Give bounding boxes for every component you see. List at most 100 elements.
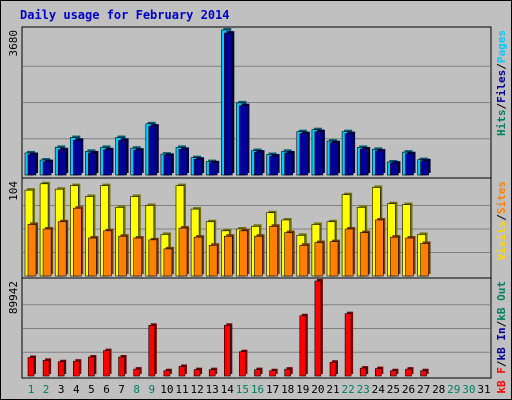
bar-kbytes-day-17 bbox=[269, 368, 278, 377]
x-tick-day-28: 28 bbox=[432, 383, 445, 396]
x-tick-day-8: 8 bbox=[133, 383, 140, 396]
bar-files-day-26 bbox=[405, 151, 416, 176]
bar-files-day-2 bbox=[42, 159, 54, 176]
bar-files-day-18 bbox=[284, 150, 295, 176]
x-tick-day-4: 4 bbox=[73, 383, 80, 396]
bar-kbytes-day-24 bbox=[374, 366, 384, 377]
bar-files-day-11 bbox=[178, 147, 189, 176]
bar-sites-day-12 bbox=[193, 235, 205, 277]
x-tick-day-12: 12 bbox=[190, 383, 203, 396]
bar-kbytes-day-25 bbox=[390, 368, 399, 377]
bar-kbytes-day-4 bbox=[73, 359, 82, 377]
bar-files-day-14 bbox=[224, 31, 235, 176]
bar-sites-day-7 bbox=[118, 234, 129, 277]
bar-sites-day-10 bbox=[163, 246, 174, 277]
bar-sites-day-8 bbox=[133, 236, 144, 277]
x-tick-day-24: 24 bbox=[372, 383, 386, 396]
x-tick-day-25: 25 bbox=[387, 383, 400, 396]
bar-sites-day-24 bbox=[374, 217, 386, 277]
bar-kbytes-day-10 bbox=[163, 368, 172, 377]
legend-entry: / bbox=[495, 360, 508, 367]
bar-files-day-20 bbox=[314, 129, 325, 176]
legend-entry: kB Out bbox=[495, 281, 508, 321]
legend-entry: / bbox=[495, 63, 508, 70]
bar-kbytes-day-20 bbox=[314, 279, 323, 377]
bar-kbytes-day-2 bbox=[42, 358, 52, 377]
x-tick-day-23: 23 bbox=[357, 383, 370, 396]
x-tick-day-18: 18 bbox=[281, 383, 294, 396]
x-tick-day-16: 16 bbox=[251, 383, 264, 396]
bar-kbytes-day-21 bbox=[329, 360, 338, 377]
bar-sites-day-25 bbox=[390, 235, 401, 277]
bar-files-day-27 bbox=[420, 158, 431, 176]
bar-sites-day-21 bbox=[329, 239, 340, 277]
bar-kbytes-day-9 bbox=[148, 323, 157, 377]
bar-sites-day-22 bbox=[344, 227, 356, 277]
x-tick-day-22: 22 bbox=[341, 383, 354, 396]
x-tick-day-1: 1 bbox=[28, 383, 35, 396]
bar-sites-day-20 bbox=[314, 240, 325, 277]
x-tick-day-29: 29 bbox=[447, 383, 460, 396]
bar-sites-day-11 bbox=[178, 226, 189, 277]
bar-kbytes-day-6 bbox=[103, 348, 112, 377]
panel-max-label: 89942 bbox=[7, 281, 20, 314]
panel-max-label: 104 bbox=[7, 181, 20, 201]
bar-sites-day-5 bbox=[88, 236, 99, 277]
bar-files-day-8 bbox=[133, 148, 144, 176]
bar-sites-day-16 bbox=[254, 234, 265, 277]
x-tick-day-17: 17 bbox=[266, 383, 279, 396]
bar-sites-day-17 bbox=[269, 224, 280, 277]
x-tick-day-2: 2 bbox=[43, 383, 50, 396]
bar-sites-day-23 bbox=[359, 230, 371, 277]
bar-files-day-9 bbox=[148, 124, 159, 176]
bar-files-day-5 bbox=[88, 150, 99, 176]
bar-kbytes-day-19 bbox=[299, 313, 308, 377]
bar-files-day-7 bbox=[118, 138, 129, 176]
bar-kbytes-day-13 bbox=[208, 367, 218, 377]
legend-entry: / bbox=[495, 214, 508, 221]
x-tick-day-11: 11 bbox=[175, 383, 188, 396]
x-tick-day-6: 6 bbox=[103, 383, 110, 396]
bar-files-day-22 bbox=[344, 131, 356, 176]
bar-files-day-25 bbox=[390, 161, 401, 176]
x-tick-day-21: 21 bbox=[326, 383, 339, 396]
panel-kbytes: 89942 kB F/kB In/kB Out bbox=[7, 277, 508, 394]
bar-kbytes-day-27 bbox=[420, 368, 429, 377]
x-tick-day-15: 15 bbox=[236, 383, 249, 396]
legend-entry: / bbox=[495, 103, 508, 110]
x-tick-day-10: 10 bbox=[160, 383, 173, 396]
legend-entry: Files bbox=[495, 70, 508, 103]
legend-entry: / bbox=[495, 320, 508, 327]
bar-sites-day-9 bbox=[148, 237, 159, 277]
bar-kbytes-day-26 bbox=[405, 367, 414, 377]
bar-files-day-13 bbox=[208, 160, 220, 176]
panel-legend: Visits/Sites bbox=[495, 181, 508, 261]
bar-sites-day-13 bbox=[208, 243, 220, 277]
x-tick-day-26: 26 bbox=[402, 383, 415, 396]
panel-max-label: 3680 bbox=[7, 30, 20, 57]
bar-sites-day-3 bbox=[57, 219, 69, 277]
x-tick-day-5: 5 bbox=[88, 383, 95, 396]
bar-kbytes-day-5 bbox=[88, 354, 97, 377]
x-tick-day-30: 30 bbox=[462, 383, 475, 396]
bar-sites-day-15 bbox=[239, 228, 250, 277]
bar-kbytes-day-11 bbox=[178, 364, 187, 377]
bar-sites-day-26 bbox=[405, 236, 416, 277]
bar-kbytes-day-7 bbox=[118, 354, 127, 377]
bar-kbytes-day-14 bbox=[224, 323, 233, 377]
bar-kbytes-day-3 bbox=[57, 359, 67, 377]
panel-legend: Hits/Files/Pages bbox=[495, 30, 508, 136]
bar-files-day-16 bbox=[254, 150, 265, 176]
bar-sites-day-1 bbox=[27, 222, 38, 277]
bar-files-day-24 bbox=[374, 148, 386, 176]
x-tick-day-19: 19 bbox=[296, 383, 309, 396]
bar-files-day-6 bbox=[103, 147, 114, 176]
chart-title: Daily usage for February 2014 bbox=[20, 8, 230, 22]
bar-kbytes-day-15 bbox=[239, 349, 248, 377]
legend-entry: Visits bbox=[495, 221, 508, 261]
x-tick-day-20: 20 bbox=[311, 383, 324, 396]
panel-legend: kB F/kB In/kB Out bbox=[495, 281, 508, 394]
chart-panels: 3680Hits/Files/Pages104Visits/Sites89942… bbox=[7, 26, 508, 394]
legend-entry: Sites bbox=[495, 181, 508, 214]
bar-files-day-12 bbox=[193, 157, 205, 176]
